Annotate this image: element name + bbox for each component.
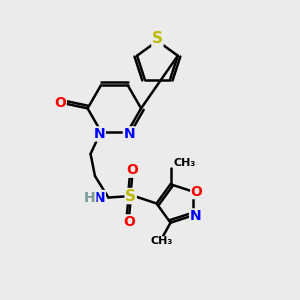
Text: O: O [54,96,66,110]
Text: N: N [190,209,201,223]
Text: O: O [191,184,203,199]
Text: O: O [126,163,138,177]
Text: H: H [84,190,96,205]
Text: N: N [94,190,105,205]
Text: O: O [123,215,135,229]
Text: N: N [123,127,135,141]
Text: CH₃: CH₃ [151,236,173,246]
Text: N: N [94,127,105,141]
Text: S: S [152,31,163,46]
Text: S: S [125,189,136,204]
Text: CH₃: CH₃ [173,158,196,169]
